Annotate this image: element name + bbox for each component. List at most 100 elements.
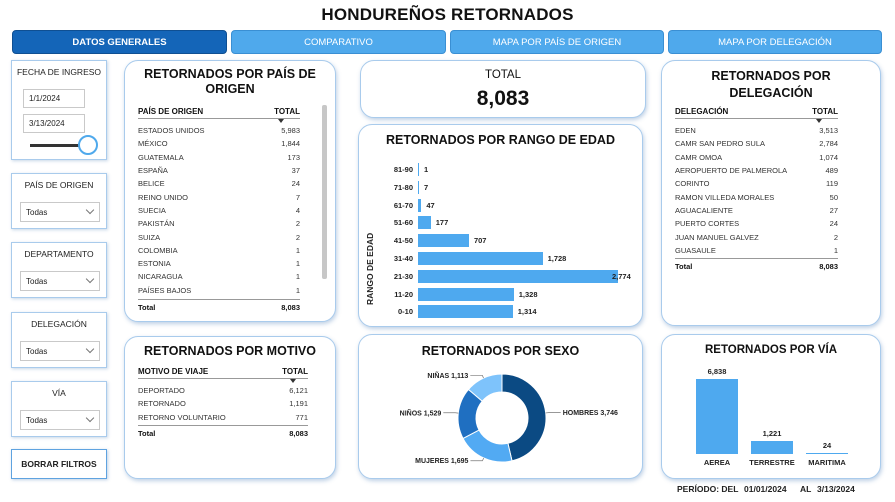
age-bar[interactable] (418, 216, 431, 230)
age-tick-label: 41-50 (393, 236, 413, 246)
country-value: 1 (295, 259, 300, 269)
sex-slice[interactable] (501, 373, 547, 462)
route-bar[interactable] (696, 379, 738, 454)
country-dropdown[interactable]: Todas (20, 202, 100, 222)
date-slider-handle[interactable] (78, 135, 98, 155)
country-row[interactable]: ESPAÑA 37 (138, 164, 300, 177)
country-row[interactable]: ESTONIA 1 (138, 257, 300, 270)
country-name: BELICE (138, 179, 165, 189)
reason-table: MOTIVO DE VIAJE TOTAL DEPORTADO 6,121 RETO… (138, 367, 308, 438)
delegation-row[interactable]: EDEN 3,513 (675, 124, 838, 137)
total-col-header[interactable]: TOTAL (274, 107, 300, 116)
delegation-value: 3,513 (819, 126, 838, 136)
reason-row[interactable]: DEPORTADO 6,121 (138, 384, 308, 397)
reason-total-col-header[interactable]: TOTAL (282, 367, 308, 376)
sex-data-label: MUJERES 1,695 (415, 458, 468, 465)
country-row[interactable]: ESTADOS UNIDOS 5,983 (138, 124, 300, 137)
chevron-down-icon (85, 344, 95, 354)
end-date-input[interactable]: 3/13/2024 (23, 114, 85, 133)
age-bar[interactable] (418, 234, 469, 248)
age-bar[interactable] (418, 180, 419, 194)
route-bar[interactable] (751, 440, 793, 454)
route-chart: 6,838 AEREA 1,221 TERRESTRE 24 MARITIMA (662, 335, 882, 480)
sort-desc-icon[interactable] (278, 119, 284, 123)
country-name: PAKISTÁN (138, 219, 175, 229)
age-data-label: 7 (424, 182, 429, 192)
delegation-row[interactable]: RAMON VILLEDA MORALES 50 (675, 190, 838, 203)
delegation-row[interactable]: CAMR SAN PEDRO SULA 2,784 (675, 137, 838, 150)
country-table-total: Total 8,083 (138, 298, 300, 312)
age-bar[interactable] (418, 287, 514, 301)
delegation-name: JUAN MANUEL GALVEZ (675, 232, 759, 242)
delegation-name: EDEN (675, 126, 696, 136)
total-label: TOTAL (485, 69, 521, 81)
country-col-header[interactable]: PAÍS DE ORIGEN (138, 107, 204, 116)
period-connector: AL (800, 484, 812, 494)
age-tick-label: 21-30 (393, 271, 413, 281)
age-data-label: 1 (424, 165, 429, 174)
country-row[interactable]: REINO UNIDO 7 (138, 190, 300, 203)
age-bar[interactable] (418, 163, 419, 176)
delegation-table: DELEGACIÓN TOTAL EDEN 3,513 CAMR SAN PEDRO… (675, 107, 838, 271)
route-dropdown[interactable]: Todas (20, 410, 100, 430)
total-value: 8,083 (476, 87, 530, 110)
delegation-total-label: Total (675, 261, 693, 271)
country-row[interactable]: NICARAGUA 1 (138, 270, 300, 283)
delegation-row[interactable]: CORINTO 119 (675, 177, 838, 190)
country-row[interactable]: SUIZA 2 (138, 230, 300, 243)
country-card: RETORNADOS POR PAÍS DE ORIGEN PAÍS DE OR… (124, 60, 336, 322)
age-bar[interactable] (418, 198, 422, 212)
country-row[interactable]: PAKISTÁN 2 (138, 217, 300, 230)
start-date-input[interactable]: 1/1/2024 (23, 89, 85, 108)
country-table: PAÍS DE ORIGEN TOTAL ESTADOS UNIDOS 5,983… (138, 107, 300, 312)
delegation-row[interactable]: AGUACALIENTE 27 (675, 204, 838, 217)
delegation-total-col-header[interactable]: TOTAL (812, 107, 838, 116)
reason-row[interactable]: RETORNO VOLUNTARIO 771 (138, 411, 308, 424)
delegation-row[interactable]: GUASAULE 1 (675, 244, 838, 257)
delegation-dropdown[interactable]: Todas (20, 341, 100, 361)
tab-mapa-pais[interactable]: MAPA POR PAÍS DE ORIGEN (450, 30, 664, 54)
age-data-label: 2,774 (612, 271, 631, 281)
reason-row[interactable]: RETORNADO 1,191 (138, 397, 308, 410)
sort-desc-icon[interactable] (816, 119, 822, 123)
delegation-row[interactable]: PUERTO CORTES 24 (675, 217, 838, 230)
delegation-table-total: Total 8,083 (675, 257, 838, 271)
reset-filters-button[interactable]: BORRAR FILTROS (11, 449, 107, 479)
country-table-scrollbar[interactable] (322, 105, 327, 279)
delegation-value: 1,074 (819, 152, 838, 162)
country-name: ESTONIA (138, 259, 171, 269)
delegation-name: CORINTO (675, 179, 710, 189)
sex-slice[interactable] (467, 373, 503, 402)
delegation-row[interactable]: JUAN MANUEL GALVEZ 2 (675, 230, 838, 243)
delegation-row[interactable]: AEROPUERTO DE PALMEROLA 489 (675, 164, 838, 177)
sex-card-title: RETORNADOS POR SEXO (421, 344, 580, 358)
country-row[interactable]: GUATEMALA 173 (138, 151, 300, 164)
country-row[interactable]: BELICE 24 (138, 177, 300, 190)
route-tick-label: MARITIMA (808, 458, 846, 467)
age-bar[interactable] (418, 305, 513, 319)
delegation-dropdown-value: Todas (26, 346, 48, 356)
age-tick-label: 31-40 (393, 254, 413, 263)
country-row[interactable]: COLOMBIA 1 (138, 244, 300, 257)
delegation-row[interactable]: CAMR OMOA 1,074 (675, 151, 838, 164)
page-title: HONDUREÑOS RETORNADOS (321, 5, 574, 24)
delegation-name: RAMON VILLEDA MORALES (675, 192, 775, 202)
age-bar[interactable] (418, 252, 543, 265)
country-name: GUATEMALA (138, 152, 184, 162)
route-tick-label: TERRESTRE (749, 458, 795, 467)
route-data-label: 24 (822, 441, 832, 450)
tab-mapa-delegacion[interactable]: MAPA POR DELEGACIÓN (668, 30, 882, 54)
country-row[interactable]: PAÍSES BAJOS 1 (138, 284, 300, 297)
reason-col-header[interactable]: MOTIVO DE VIAJE (138, 367, 209, 376)
reason-name: DEPORTADO (138, 386, 185, 396)
delegation-name: PUERTO CORTES (675, 219, 740, 229)
country-row[interactable]: SUECIA 4 (138, 204, 300, 217)
age-bar[interactable] (418, 269, 618, 283)
sort-desc-icon[interactable] (290, 379, 296, 383)
country-row[interactable]: MÉXICO 1,844 (138, 137, 300, 150)
tab-datos-generales[interactable]: DATOS GENERALES (12, 30, 227, 54)
delegation-col-header[interactable]: DELEGACIÓN (675, 107, 729, 116)
route-bar[interactable] (806, 453, 848, 454)
department-dropdown[interactable]: Todas (20, 271, 100, 291)
tab-comparativo[interactable]: COMPARATIVO (231, 30, 446, 54)
